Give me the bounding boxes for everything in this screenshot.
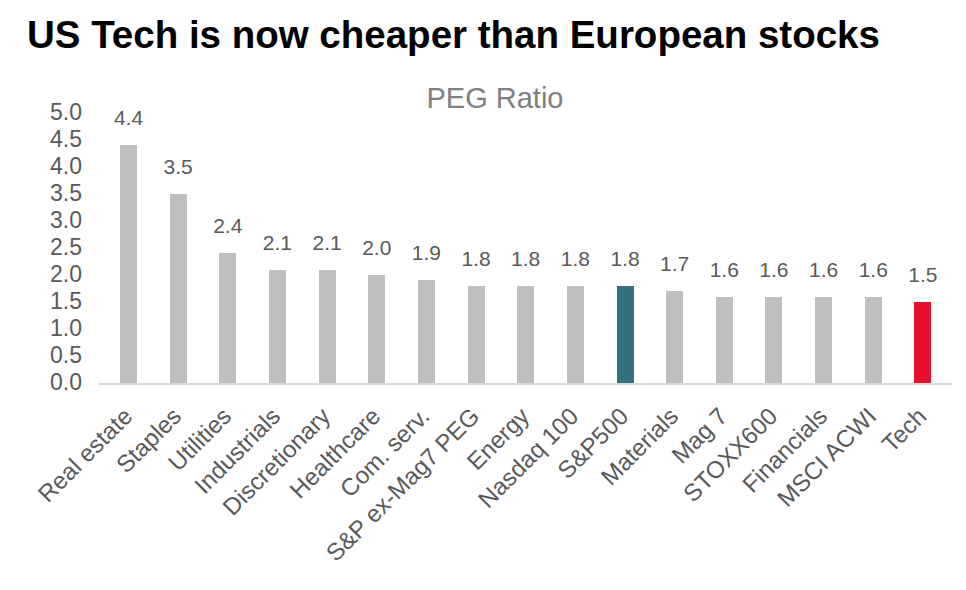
bar-materials — [666, 291, 683, 383]
y-axis-label: 4.0 — [18, 153, 82, 179]
bar-tech — [914, 302, 931, 383]
bar-energy — [517, 286, 534, 383]
bar-value-label: 4.4 — [99, 106, 159, 130]
bar-msci-acwi — [865, 297, 882, 383]
bar-real-estate — [120, 145, 137, 383]
bar-s-p500 — [617, 286, 634, 383]
y-axis-label: 1.5 — [18, 288, 82, 314]
y-axis-label: 5.0 — [18, 99, 82, 125]
bar-s-p-ex-mag7-peg — [468, 286, 485, 383]
bar-value-label: 1.5 — [893, 263, 953, 287]
bar-com-serv- — [418, 280, 435, 383]
page-title: US Tech is now cheaper than European sto… — [27, 13, 880, 57]
y-axis-label: 0.5 — [18, 342, 82, 368]
bar-nasdaq-100 — [567, 286, 584, 383]
bar-value-label: 3.5 — [148, 155, 208, 179]
bar-industrials — [269, 270, 286, 383]
bar-utilities — [219, 253, 236, 383]
bar-stoxx600 — [765, 297, 782, 383]
y-axis-label: 2.0 — [18, 261, 82, 287]
bar-healthcare — [368, 275, 385, 383]
y-axis-label: 0.0 — [18, 369, 82, 395]
x-axis-line — [99, 383, 952, 385]
bar-staples — [170, 194, 187, 383]
y-axis-label: 1.0 — [18, 315, 82, 341]
bar-discretionary — [319, 270, 336, 383]
y-axis-label: 2.5 — [18, 234, 82, 260]
bar-mag-7 — [716, 297, 733, 383]
y-axis-label: 4.5 — [18, 126, 82, 152]
y-axis-label: 3.5 — [18, 180, 82, 206]
y-axis-label: 3.0 — [18, 207, 82, 233]
bar-financials — [815, 297, 832, 383]
